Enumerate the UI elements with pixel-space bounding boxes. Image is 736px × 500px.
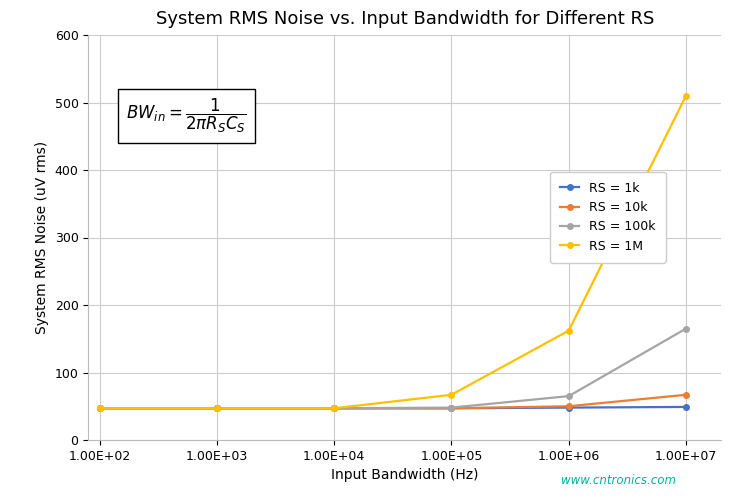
RS = 100k [447, 404, 456, 410]
RS = 1k [330, 406, 339, 411]
RS = 10k [447, 406, 456, 411]
RS = 10k [682, 392, 690, 398]
RS = 100k [682, 326, 690, 332]
RS = 100k [565, 393, 573, 399]
Title: System RMS Noise vs. Input Bandwidth for Different RS: System RMS Noise vs. Input Bandwidth for… [155, 10, 654, 28]
RS = 1k [565, 404, 573, 410]
RS = 1M [447, 392, 456, 398]
Text: $BW_{in} = \dfrac{1}{2\pi R_S C_S}$: $BW_{in} = \dfrac{1}{2\pi R_S C_S}$ [126, 97, 247, 135]
RS = 10k [95, 406, 104, 411]
X-axis label: Input Bandwidth (Hz): Input Bandwidth (Hz) [331, 468, 478, 482]
Y-axis label: System RMS Noise (uV rms): System RMS Noise (uV rms) [35, 141, 49, 334]
RS = 100k [213, 406, 222, 411]
RS = 1k [95, 406, 104, 411]
Line: RS = 1M: RS = 1M [97, 93, 689, 411]
RS = 1M [565, 328, 573, 334]
RS = 1k [213, 406, 222, 411]
Line: RS = 10k: RS = 10k [97, 392, 689, 411]
RS = 10k [213, 406, 222, 411]
RS = 1M [682, 93, 690, 99]
RS = 1M [95, 406, 104, 411]
Line: RS = 1k: RS = 1k [97, 404, 689, 411]
RS = 100k [330, 406, 339, 411]
RS = 1M [330, 406, 339, 411]
Text: www.cntronics.com: www.cntronics.com [561, 474, 676, 488]
RS = 10k [565, 403, 573, 409]
RS = 1k [447, 406, 456, 411]
RS = 1M [213, 406, 222, 411]
RS = 10k [330, 406, 339, 411]
RS = 100k [95, 406, 104, 411]
Line: RS = 100k: RS = 100k [97, 326, 689, 411]
RS = 1k [682, 404, 690, 410]
Legend: RS = 1k, RS = 10k, RS = 100k, RS = 1M: RS = 1k, RS = 10k, RS = 100k, RS = 1M [551, 172, 665, 262]
